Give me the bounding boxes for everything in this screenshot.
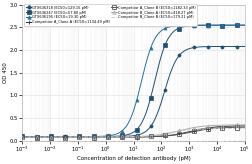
Legend: GTX636318 (EC50=129.15 pM), GTX636247 (EC50=57.80 pM), GTX636195 (EC50=19.30 pM): GTX636318 (EC50=129.15 pM), GTX636247 (E… — [24, 4, 196, 26]
X-axis label: Concentration of detection antibody (pM): Concentration of detection antibody (pM) — [76, 156, 190, 161]
Y-axis label: OD 450: OD 450 — [3, 62, 8, 83]
